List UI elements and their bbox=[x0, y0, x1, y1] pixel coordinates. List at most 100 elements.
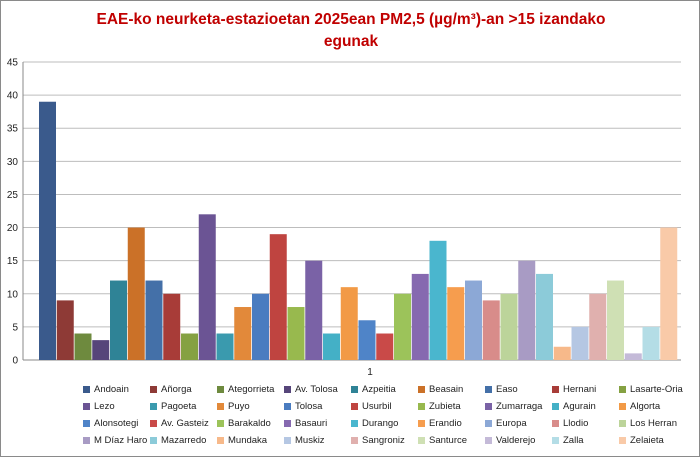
legend-item: Erandio bbox=[418, 416, 485, 431]
legend-item: Sangroniz bbox=[351, 433, 418, 448]
legend-swatch bbox=[83, 420, 90, 427]
bar-mundaka bbox=[553, 346, 571, 360]
bar-durango bbox=[429, 240, 447, 360]
legend-item: Andoain bbox=[83, 382, 150, 397]
legend-item: Valderejo bbox=[485, 433, 552, 448]
legend-swatch bbox=[485, 386, 492, 393]
bar-m-d-az-haro bbox=[518, 260, 536, 360]
y-tick-label: 35 bbox=[7, 124, 19, 135]
legend-swatch bbox=[619, 437, 626, 444]
legend-swatch bbox=[619, 403, 626, 410]
legend-swatch bbox=[418, 386, 425, 393]
bar-erandio bbox=[447, 287, 465, 360]
bar-tolosa bbox=[252, 293, 269, 360]
y-tick-label: 5 bbox=[12, 322, 18, 333]
bar-azpeitia bbox=[110, 280, 127, 360]
legend-label: Zumarraga bbox=[496, 401, 543, 412]
legend-item: Zumarraga bbox=[485, 399, 552, 414]
bar-av-tolosa bbox=[92, 340, 110, 360]
legend-label: Tolosa bbox=[295, 401, 323, 412]
legend-item: M Díaz Haro bbox=[83, 433, 150, 448]
legend-label: Erandio bbox=[429, 418, 462, 429]
legend-item: Mundaka bbox=[217, 433, 284, 448]
legend-swatch bbox=[485, 420, 492, 427]
bar-barakaldo bbox=[394, 293, 411, 360]
legend-label: Av. Tolosa bbox=[295, 384, 338, 395]
y-tick-label: 10 bbox=[7, 289, 19, 300]
legend-swatch bbox=[284, 437, 291, 444]
bar-zelaieta bbox=[660, 227, 678, 360]
legend-item: Muskiz bbox=[284, 433, 351, 448]
y-tick-label: 15 bbox=[7, 256, 19, 267]
legend-label: Santurce bbox=[429, 435, 468, 446]
legend-label: Agurain bbox=[563, 401, 596, 412]
bar-europa bbox=[465, 280, 482, 360]
bar-pagoeta bbox=[216, 333, 234, 360]
legend-label: Basauri bbox=[295, 418, 328, 429]
legend-item: Mazarredo bbox=[150, 433, 217, 448]
legend-label: Zelaieta bbox=[630, 435, 664, 446]
y-tick-label: 30 bbox=[7, 157, 19, 168]
legend-label: Añorga bbox=[161, 384, 192, 395]
legend-item: Beasain bbox=[418, 382, 485, 397]
legend-swatch bbox=[351, 437, 358, 444]
legend-swatch bbox=[217, 403, 224, 410]
legend-label: Av. Gasteiz bbox=[161, 418, 209, 429]
legend-item: Los Herran bbox=[619, 416, 686, 431]
bar-agurain bbox=[323, 333, 340, 360]
legend-swatch bbox=[217, 420, 224, 427]
legend-label: Muskiz bbox=[295, 435, 325, 446]
legend-label: Los Herran bbox=[630, 418, 677, 429]
legend-swatch bbox=[552, 386, 559, 393]
legend-label: M Díaz Haro bbox=[94, 435, 148, 446]
bar-añorga bbox=[56, 300, 74, 360]
legend-swatch bbox=[351, 420, 358, 427]
x-tick-label: 1 bbox=[367, 367, 373, 378]
legend-label: Durango bbox=[362, 418, 399, 429]
bar-alonsotegi bbox=[358, 320, 376, 360]
bar-andoain bbox=[39, 101, 56, 360]
legend-label: Ategorrieta bbox=[228, 384, 275, 395]
legend-label: Beasain bbox=[429, 384, 464, 395]
legend-item: Zelaieta bbox=[619, 433, 686, 448]
legend-label: Hernani bbox=[563, 384, 597, 395]
chart-legend: Andoain Añorga Ategorrieta Av. Tolosa Azpeit… bbox=[83, 382, 683, 448]
legend-item: Santurce bbox=[418, 433, 485, 448]
legend-item: Lasarte-Oria bbox=[619, 382, 686, 397]
legend-swatch bbox=[284, 386, 291, 393]
legend-item: Llodio bbox=[552, 416, 619, 431]
legend-label: Mazarredo bbox=[161, 435, 207, 446]
legend-item: Tolosa bbox=[284, 399, 351, 414]
legend-swatch bbox=[418, 420, 425, 427]
bar-santurce bbox=[607, 280, 624, 360]
legend-label: Algorta bbox=[630, 401, 661, 412]
legend-item: Europa bbox=[485, 416, 552, 431]
legend-swatch bbox=[418, 437, 425, 444]
legend-swatch bbox=[83, 386, 90, 393]
legend-item: Zubieta bbox=[418, 399, 485, 414]
bar-easo bbox=[145, 280, 163, 360]
legend-swatch bbox=[619, 420, 626, 427]
bar-av-gasteiz bbox=[376, 333, 394, 360]
legend-swatch bbox=[150, 403, 157, 410]
legend-item: Puyo bbox=[217, 399, 284, 414]
legend-item: Agurain bbox=[552, 399, 619, 414]
legend-swatch bbox=[150, 420, 157, 427]
legend-swatch bbox=[284, 403, 291, 410]
bar-mazarredo bbox=[536, 273, 553, 360]
bar-llodio bbox=[482, 300, 500, 360]
legend-label: Barakaldo bbox=[228, 418, 271, 429]
bar-zumarraga bbox=[305, 260, 323, 360]
y-tick-label: 45 bbox=[7, 58, 19, 69]
legend-item: Easo bbox=[485, 382, 552, 397]
legend-swatch bbox=[217, 386, 224, 393]
legend-label: Easo bbox=[496, 384, 518, 395]
y-tick-label: 40 bbox=[7, 91, 19, 102]
chart-title-line1: EAE-ko neurketa-estazioetan 2025ean PM2,… bbox=[96, 11, 606, 28]
chart-title: EAE-ko neurketa-estazioetan 2025ean PM2,… bbox=[41, 9, 661, 53]
bar-ategorrieta bbox=[74, 333, 92, 360]
y-tick-label: 25 bbox=[7, 190, 19, 201]
bar-los-herran bbox=[500, 293, 518, 360]
legend-swatch bbox=[619, 386, 626, 393]
